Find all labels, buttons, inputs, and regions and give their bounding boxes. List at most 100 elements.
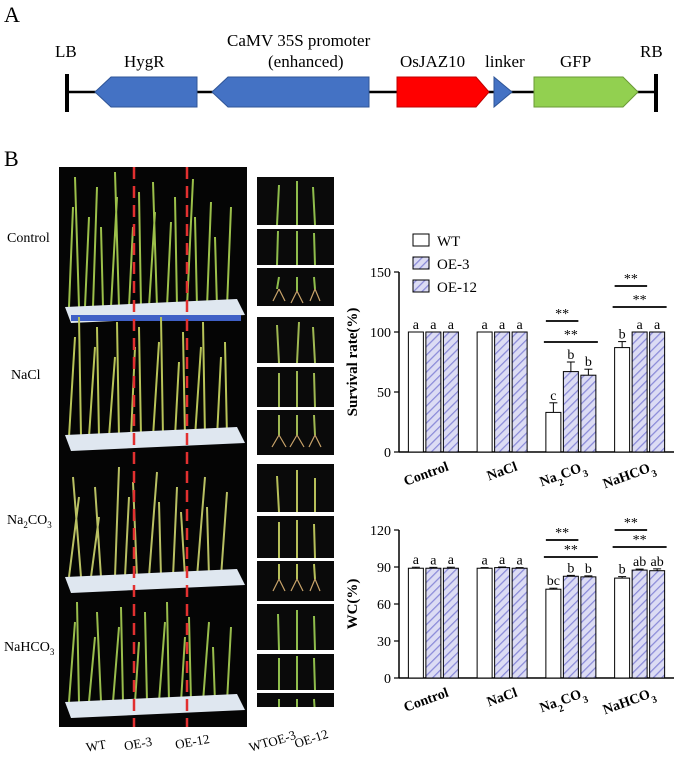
y-tick-label: 120 bbox=[370, 524, 391, 539]
linker-element bbox=[493, 75, 513, 109]
legend-label: WT bbox=[437, 234, 460, 250]
lb-label: LB bbox=[55, 42, 77, 61]
bar-oe-3 bbox=[562, 371, 579, 453]
bar-wt bbox=[407, 331, 424, 453]
row-label-nahco3: NaHCO3 bbox=[4, 640, 55, 657]
panel-a-letter: A bbox=[4, 2, 20, 27]
camv-sublabel: (enhanced) bbox=[268, 52, 344, 71]
significance-stars: ** bbox=[555, 526, 569, 541]
bar-oe-12 bbox=[442, 567, 459, 679]
row-label-control: Control bbox=[7, 231, 50, 246]
bar-oe-12 bbox=[442, 331, 459, 453]
hygr-element bbox=[94, 76, 198, 108]
significance-letter: a bbox=[413, 318, 420, 333]
significance-stars: ** bbox=[555, 307, 569, 322]
closeup-na2co3 bbox=[257, 464, 334, 601]
whole-plant-photo bbox=[59, 167, 247, 727]
plant-row-na2co3 bbox=[65, 466, 245, 593]
bar-oe-12 bbox=[580, 576, 597, 679]
gfp-element bbox=[533, 76, 639, 108]
y-tick-label: 90 bbox=[377, 561, 391, 576]
category-label: NaHCO3 bbox=[601, 460, 658, 497]
photo-label-wt: WT bbox=[84, 736, 108, 755]
y-tick-label: 30 bbox=[377, 635, 391, 650]
gfp-label: GFP bbox=[560, 52, 592, 71]
bar-oe-12 bbox=[649, 331, 666, 453]
bar-wt bbox=[545, 588, 562, 679]
bar-oe-3 bbox=[425, 331, 442, 453]
y-axis-label: Survival rate(%) bbox=[345, 308, 361, 417]
legend-swatch bbox=[412, 279, 430, 293]
category-label: Na2CO3 bbox=[538, 460, 590, 495]
row-label-nacl: NaCl bbox=[11, 368, 41, 383]
bar-wt bbox=[407, 567, 424, 679]
significance-letter: a bbox=[448, 318, 455, 333]
closeup-photos bbox=[257, 177, 334, 707]
category-label: Control bbox=[402, 460, 451, 490]
significance-letter: b bbox=[585, 562, 592, 577]
linker-label: linker bbox=[485, 52, 525, 71]
significance-letter: a bbox=[654, 318, 661, 333]
closeup-control bbox=[257, 177, 334, 306]
bar-oe-12 bbox=[511, 567, 528, 679]
significance-letter: a bbox=[448, 553, 455, 568]
category-label: NaCl bbox=[485, 686, 519, 711]
significance-letter: a bbox=[499, 553, 506, 568]
y-tick-label: 50 bbox=[377, 386, 391, 401]
significance-stars: ** bbox=[633, 533, 647, 548]
significance-letter: b bbox=[585, 355, 592, 370]
camv-35s-promoter-element bbox=[211, 76, 370, 108]
bar-oe-3 bbox=[494, 331, 511, 453]
significance-stars: ** bbox=[624, 272, 638, 287]
significance-letter: a bbox=[413, 553, 420, 568]
bar-oe-12 bbox=[649, 570, 666, 679]
closeup-nahco3 bbox=[257, 604, 334, 707]
bar-oe-3 bbox=[631, 331, 648, 453]
significance-letter: b bbox=[619, 328, 626, 343]
plant-row-nahco3 bbox=[65, 601, 245, 718]
significance-letter: c bbox=[550, 389, 556, 404]
osjaz10-label: OsJAZ10 bbox=[400, 52, 466, 71]
construct-diagram bbox=[65, 74, 658, 112]
bar-oe-3 bbox=[562, 575, 579, 679]
significance-letter: bc bbox=[547, 574, 560, 589]
legend-swatch bbox=[412, 233, 430, 247]
plant-row-nacl bbox=[65, 316, 245, 451]
significance-letter: a bbox=[517, 554, 524, 569]
legend-swatch bbox=[412, 256, 430, 270]
significance-stars: ** bbox=[624, 516, 638, 531]
significance-letter: b bbox=[619, 563, 626, 578]
bar-oe-3 bbox=[494, 567, 511, 679]
photo-label-oe3: OE-3 bbox=[122, 733, 154, 754]
closeup-nacl bbox=[257, 317, 334, 455]
category-label: Control bbox=[402, 686, 451, 716]
significance-stars: ** bbox=[633, 293, 647, 308]
bar-oe-3 bbox=[425, 567, 442, 679]
significance-stars: ** bbox=[564, 543, 578, 558]
significance-letter: b bbox=[567, 348, 574, 363]
bar-oe-12 bbox=[580, 374, 597, 453]
significance-letter: a bbox=[430, 553, 437, 568]
significance-letter: ab bbox=[651, 555, 664, 570]
panel-b-letter: B bbox=[4, 146, 19, 171]
category-label: Na2CO3 bbox=[538, 686, 590, 721]
category-label: NaCl bbox=[485, 460, 519, 485]
y-tick-label: 0 bbox=[384, 672, 391, 687]
rb-label: RB bbox=[640, 42, 663, 61]
category-label: NaHCO3 bbox=[601, 686, 658, 723]
photo-label-oe12: OE-12 bbox=[173, 731, 211, 752]
y-tick-label: 150 bbox=[370, 266, 391, 281]
y-tick-label: 100 bbox=[370, 326, 391, 341]
significance-stars: ** bbox=[564, 328, 578, 343]
legend-label: OE-12 bbox=[437, 280, 477, 296]
bar-wt bbox=[476, 567, 493, 679]
bar-wt bbox=[545, 411, 562, 453]
row-label-na2co3: Na2CO3 bbox=[7, 513, 52, 530]
significance-letter: a bbox=[482, 318, 489, 333]
camv-label: CaMV 35S promoter bbox=[227, 31, 371, 50]
significance-letter: a bbox=[482, 554, 489, 569]
bar-oe-12 bbox=[511, 331, 528, 453]
plant-row-control bbox=[65, 171, 245, 323]
